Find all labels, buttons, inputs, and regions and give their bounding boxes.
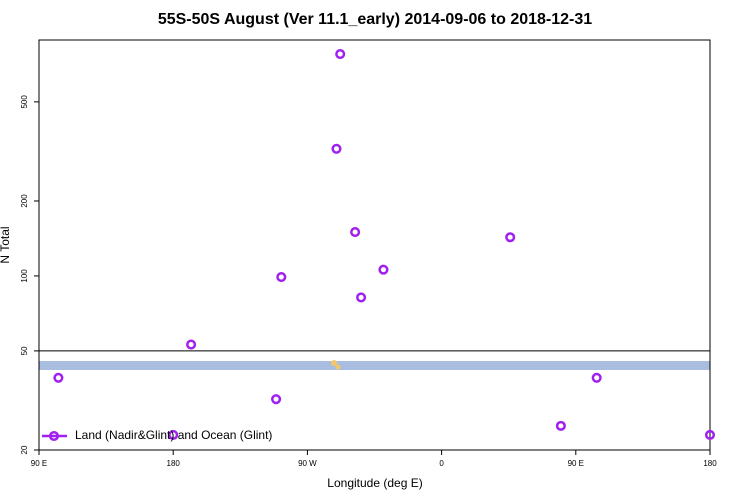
point bbox=[505, 232, 516, 243]
point bbox=[276, 271, 287, 283]
x-tick-label: 0 bbox=[439, 459, 444, 468]
x-tick-label: 90 W bbox=[298, 459, 317, 468]
point bbox=[591, 372, 602, 383]
x-tick-label: 90 E bbox=[568, 459, 584, 468]
point bbox=[186, 339, 197, 350]
point bbox=[271, 394, 282, 405]
coverage-dot bbox=[331, 360, 337, 366]
point bbox=[335, 49, 346, 60]
point bbox=[350, 227, 361, 238]
legend-label: Land (Nadir&Glint) and Ocean (Glint) bbox=[75, 428, 272, 442]
plot-frame bbox=[38, 39, 711, 451]
y-axis-label: N Total bbox=[0, 226, 12, 263]
x-tick-label: 180 bbox=[167, 459, 181, 468]
point bbox=[53, 372, 64, 383]
point bbox=[704, 429, 716, 440]
y-tick-label: 50 bbox=[20, 346, 29, 355]
point bbox=[168, 429, 179, 440]
x-tick-label: 90 E bbox=[31, 459, 47, 468]
point bbox=[378, 264, 389, 275]
x-axis-label: Longitude (deg E) bbox=[327, 476, 422, 490]
chart-title: 55S-50S August (Ver 11.1_early) 2014-09-… bbox=[158, 11, 592, 28]
coverage-dot bbox=[335, 364, 341, 370]
point bbox=[356, 292, 367, 303]
x-tick-label: 180 bbox=[703, 459, 717, 468]
y-tick-label: 100 bbox=[20, 269, 29, 283]
y-tick-label: 200 bbox=[20, 194, 29, 208]
y-tick-label: 500 bbox=[20, 95, 29, 109]
coverage-band bbox=[39, 361, 710, 370]
legend-marker bbox=[48, 430, 60, 442]
point bbox=[331, 143, 342, 154]
point bbox=[555, 420, 566, 431]
y-tick-label: 20 bbox=[20, 445, 29, 454]
